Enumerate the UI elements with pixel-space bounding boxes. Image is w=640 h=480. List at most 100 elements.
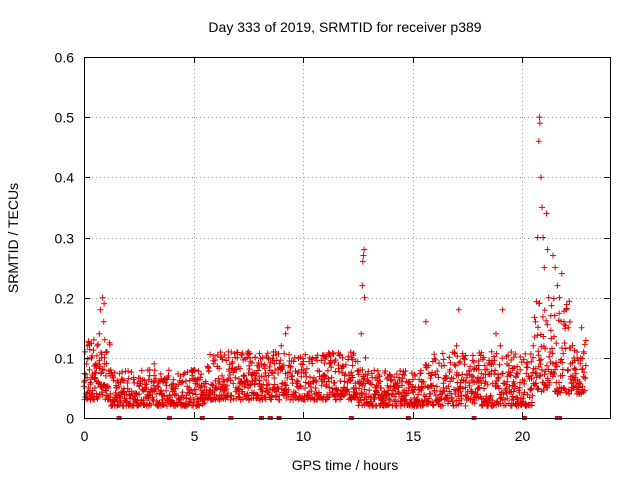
- data-point: [258, 392, 265, 399]
- data-point: [475, 366, 482, 373]
- data-point: [491, 353, 498, 360]
- data-point: [153, 390, 160, 397]
- data-point: [268, 369, 275, 376]
- x-tick-label: 20: [515, 428, 531, 444]
- data-point: [547, 349, 554, 356]
- data-point: [234, 349, 241, 356]
- data-point: [144, 367, 151, 374]
- data-point: [509, 365, 516, 372]
- data-point: [571, 357, 578, 364]
- data-point: [303, 365, 310, 372]
- data-point: [542, 368, 549, 375]
- data-point: [559, 372, 566, 379]
- data-point: [579, 355, 586, 362]
- data-point: [532, 380, 539, 387]
- data-point: [461, 356, 468, 363]
- data-point: [214, 351, 221, 358]
- data-point: [163, 382, 170, 389]
- data-point: [539, 204, 546, 211]
- data-point: [121, 377, 128, 384]
- data-point: [573, 349, 580, 356]
- data-point: [550, 252, 557, 259]
- data-point: [582, 374, 589, 381]
- data-point: [349, 374, 356, 381]
- data-point: [367, 380, 374, 387]
- data-point: [99, 391, 106, 398]
- data-point: [577, 360, 584, 367]
- x-tick-label: 10: [296, 428, 312, 444]
- data-point: [552, 264, 559, 271]
- data-point: [399, 382, 406, 389]
- data-point: [265, 381, 272, 388]
- data-point: [230, 369, 237, 376]
- data-point: [157, 387, 164, 394]
- data-point: [552, 366, 559, 373]
- data-point: [187, 387, 194, 394]
- y-tick-label: 0.3: [55, 231, 75, 247]
- data-point: [505, 362, 512, 369]
- data-point: [130, 374, 137, 381]
- data-point: [546, 379, 553, 386]
- data-point: [269, 370, 276, 377]
- data-point: [509, 393, 516, 400]
- data-point: [189, 390, 196, 397]
- data-point: [538, 366, 545, 373]
- data-point: [467, 363, 474, 370]
- data-point: [529, 392, 536, 399]
- data-point: [534, 234, 541, 241]
- data-point: [294, 370, 301, 377]
- data-point: [100, 367, 107, 374]
- data-point: [361, 294, 368, 301]
- data-point: [530, 342, 537, 349]
- data-point: [181, 370, 188, 377]
- data-point: [454, 353, 461, 360]
- data-point: [391, 374, 398, 381]
- data-point: [226, 361, 233, 368]
- data-point: [234, 354, 241, 361]
- data-point: [210, 360, 217, 367]
- data-point: [480, 354, 487, 361]
- data-point: [239, 350, 246, 357]
- data-point: [287, 363, 294, 370]
- data-point: [490, 361, 497, 368]
- data-point: [361, 375, 368, 382]
- data-point: [426, 390, 433, 397]
- data-point: [219, 372, 226, 379]
- data-point: [458, 392, 465, 399]
- data-point: [553, 340, 560, 347]
- data-point: [184, 383, 191, 390]
- data-point: [237, 365, 244, 372]
- data-point: [572, 366, 579, 373]
- data-point: [508, 356, 515, 363]
- data-point: [528, 358, 535, 365]
- data-point: [252, 376, 259, 383]
- data-point: [264, 350, 271, 357]
- x-tick-label: 5: [191, 428, 199, 444]
- data-point: [146, 400, 153, 407]
- data-point: [556, 310, 563, 317]
- data-point: [376, 373, 383, 380]
- data-point: [106, 341, 113, 348]
- data-point: [154, 383, 161, 390]
- data-point: [395, 384, 402, 391]
- data-point: [579, 365, 586, 372]
- data-point: [101, 300, 108, 307]
- data-point: [268, 392, 275, 399]
- data-point: [566, 318, 573, 325]
- data-point: [550, 369, 557, 376]
- data-point: [453, 369, 460, 376]
- data-point: [462, 352, 469, 359]
- data-point: [479, 401, 486, 408]
- data-point: [460, 377, 467, 384]
- data-point: [221, 378, 228, 385]
- data-point: [349, 362, 356, 369]
- data-point: [535, 352, 542, 359]
- data-point: [566, 298, 573, 305]
- data-point: [511, 364, 518, 371]
- data-point: [579, 383, 586, 390]
- data-point: [259, 354, 266, 361]
- data-point: [194, 395, 201, 402]
- data-point: [230, 380, 237, 387]
- data-point: [554, 282, 561, 289]
- data-point: [529, 369, 536, 376]
